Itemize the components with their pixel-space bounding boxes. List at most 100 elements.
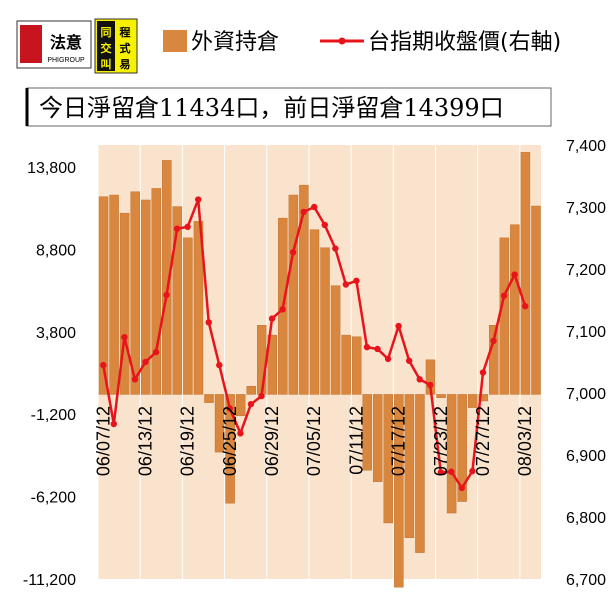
bar [415, 394, 425, 553]
bar [130, 191, 140, 395]
summary-frame [26, 87, 552, 127]
left-tick-label: 8,800 [36, 242, 76, 259]
line-point [184, 223, 191, 231]
line-point [437, 469, 444, 476]
grid [97, 145, 521, 579]
logo-char: 同 [101, 26, 112, 39]
bar [204, 394, 214, 403]
left-tick-label: -11,200 [23, 572, 76, 589]
bar [457, 394, 467, 502]
summary-text: 今日淨留倉11434口，前日淨留倉14399口 [39, 94, 504, 122]
logo-char: 程 [120, 25, 131, 39]
bar [246, 385, 256, 395]
bar [257, 325, 267, 395]
program-trading-logo-dark [97, 21, 115, 71]
line-point [458, 484, 466, 492]
legend-bar-swatch [163, 30, 187, 52]
line-point [205, 319, 212, 326]
left-tick-label: 3,800 [36, 325, 76, 342]
bar [520, 151, 531, 395]
right-tick-label: 7,300 [566, 200, 606, 217]
program-trading-logo: 同 程 式 交 易 叫 [94, 18, 138, 74]
right-tick-label: 6,800 [566, 510, 606, 527]
logo-char: 易 [120, 58, 131, 71]
bar [531, 205, 541, 395]
line-point [195, 196, 202, 203]
x-tick-label: 07/17/12 [389, 406, 409, 476]
bar [383, 394, 394, 524]
bar [172, 206, 183, 395]
line-point [427, 381, 434, 389]
phigroup-logo: 法意 PHIGROUP [16, 20, 92, 69]
x-tick-label: 07/23/12 [431, 406, 451, 476]
line-point [247, 400, 255, 408]
bar [299, 184, 309, 395]
bar [183, 237, 193, 395]
bar [235, 394, 246, 417]
line-point [490, 337, 497, 345]
bar [140, 199, 151, 395]
line-point [353, 277, 360, 284]
x-axis: 06/07/12 06/13/12 06/19/12 06/25/12 06/29/12… [93, 406, 535, 476]
line-point [448, 468, 455, 475]
x-tick-label: 06/13/12 [136, 406, 156, 476]
line-point [479, 369, 487, 376]
bar [404, 394, 415, 539]
bar [98, 196, 109, 395]
line-point [289, 249, 297, 256]
bar [267, 334, 278, 395]
bar [330, 285, 341, 395]
line-point [110, 420, 118, 428]
price-line [100, 196, 529, 492]
bar [446, 394, 457, 514]
phigroup-logo-mark [20, 25, 42, 63]
line-point [311, 203, 318, 211]
bar [489, 325, 499, 395]
phigroup-logo-text: 法意 [50, 33, 82, 52]
line-point [300, 208, 307, 216]
line-point [258, 392, 265, 400]
x-tick-label: 07/27/12 [473, 406, 493, 476]
line-point [152, 348, 160, 356]
right-tick-label: 6,700 [566, 572, 606, 589]
bar [119, 212, 130, 395]
legend-line-label: 台指期收盤價(右軸) [368, 30, 561, 55]
line-point [332, 245, 339, 252]
bar [214, 394, 225, 453]
bar [510, 224, 520, 395]
line-point [511, 271, 518, 278]
bar [288, 194, 299, 395]
right-tick-label: 7,400 [566, 138, 606, 155]
bar [436, 394, 446, 398]
bar [151, 188, 161, 395]
x-tick-label: 07/11/12 [346, 406, 366, 475]
line-point [374, 345, 381, 353]
bars [98, 151, 541, 588]
logo-char: 交 [101, 41, 112, 55]
line-point [226, 405, 234, 412]
bar [109, 194, 119, 395]
left-tick-label: -1,200 [31, 407, 76, 424]
left-tick-label: -6,200 [31, 490, 76, 507]
line-point [321, 221, 328, 229]
bar [225, 394, 235, 504]
line-point [216, 361, 223, 369]
x-tick-label: 06/07/12 [93, 406, 113, 476]
legend: 外資持倉 台指期收盤價(右軸) [163, 30, 561, 55]
line-point [469, 467, 476, 475]
line-point [384, 355, 392, 363]
bar [394, 394, 404, 588]
line-point [163, 291, 170, 299]
x-tick-label: 08/03/12 [515, 406, 535, 476]
x-tick-label: 06/25/12 [220, 406, 240, 476]
line-point [342, 281, 350, 288]
line-point [131, 376, 139, 383]
x-tick-label: 06/19/12 [178, 406, 198, 476]
logo-char: 叫 [101, 57, 112, 71]
x-tick-label: 06/29/12 [262, 406, 282, 476]
bar [320, 247, 330, 395]
left-tick-label: 13,800 [27, 160, 76, 177]
line-point [395, 322, 402, 330]
summary-box: 今日淨留倉11434口，前日淨留倉14399口 [25, 87, 552, 127]
